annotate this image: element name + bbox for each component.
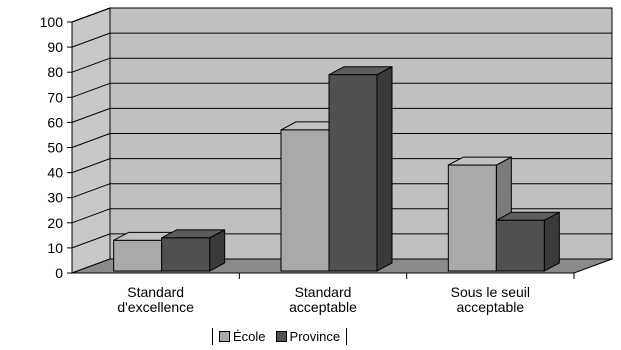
gridline-side: [71, 32, 111, 48]
x-tick-label: Sous le seuil acceptable: [451, 284, 530, 315]
y-tick-label: 60: [47, 114, 63, 130]
bar-side: [376, 65, 393, 272]
x-tick-label: Standard d'excellence: [117, 284, 194, 315]
legend-item-ecole: École: [219, 329, 266, 344]
y-tick-label: 20: [47, 215, 63, 231]
legend-label-province: Province: [289, 329, 341, 344]
y-tick-label: 100: [40, 14, 64, 30]
gridline-side: [71, 183, 111, 199]
gridline-side: [71, 208, 111, 224]
y-tick-label: 40: [47, 165, 63, 181]
gridline-side: [71, 158, 111, 174]
y-tick-label: 10: [47, 240, 63, 256]
legend-label-ecole: École: [233, 329, 266, 344]
bar: [113, 239, 163, 272]
y-tick-label: 80: [47, 64, 63, 80]
bar-side: [543, 211, 560, 272]
y-tick-label: 50: [47, 140, 63, 156]
bar: [495, 219, 545, 272]
legend: École Province: [212, 328, 348, 345]
gridline-side: [71, 82, 111, 98]
legend-swatch-ecole: [219, 331, 230, 342]
legend-item-province: Province: [275, 329, 341, 344]
y-tick-label: 90: [47, 39, 63, 55]
legend-swatch-province: [275, 331, 287, 342]
gridline-side: [71, 107, 111, 123]
gridline-side: [71, 7, 111, 23]
gridline-side: [71, 133, 111, 148]
gridline-side: [71, 57, 111, 73]
bar: [328, 74, 378, 272]
bar: [161, 237, 211, 272]
gridline-side: [71, 233, 111, 249]
x-tick-label: Standard acceptable: [289, 284, 357, 315]
y-tick-label: 70: [47, 89, 63, 105]
bar: [280, 129, 330, 272]
y-tick-label: 30: [47, 190, 63, 206]
bar: [447, 164, 497, 272]
y-tick-label: 0: [55, 265, 63, 281]
